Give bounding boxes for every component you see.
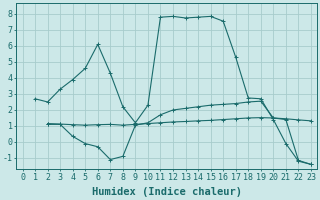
X-axis label: Humidex (Indice chaleur): Humidex (Indice chaleur) (92, 187, 242, 197)
